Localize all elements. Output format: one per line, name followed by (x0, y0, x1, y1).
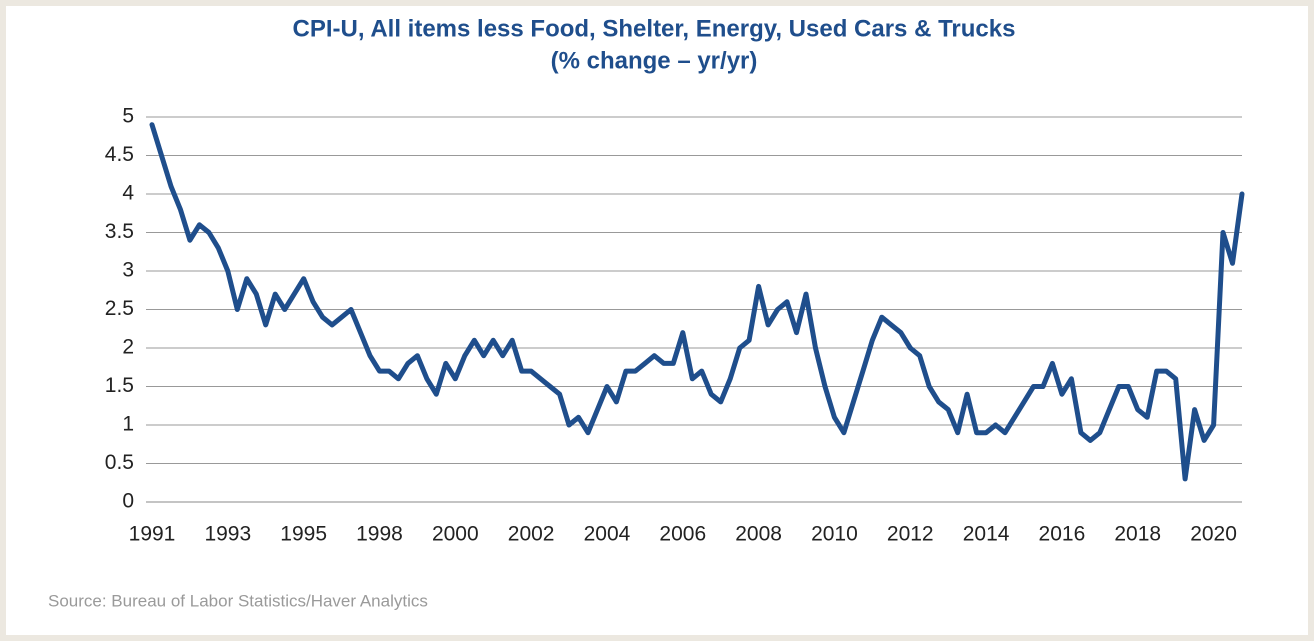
chart-title: CPI-U, All items less Food, Shelter, Ene… (293, 15, 1016, 42)
x-tick-label: 1998 (356, 523, 403, 546)
x-tick-label: 2008 (735, 523, 782, 546)
x-tick-label: 2000 (432, 523, 479, 546)
x-tick-label: 1995 (280, 523, 327, 546)
x-tick-label: 2016 (1039, 523, 1086, 546)
x-tick-label: 2002 (508, 523, 555, 546)
x-tick-label: 2018 (1114, 523, 1161, 546)
x-tick-label: 2004 (584, 523, 631, 546)
y-tick-label: 2.5 (105, 297, 134, 320)
y-tick-label: 3.5 (105, 220, 134, 243)
x-tick-label: 2020 (1190, 523, 1237, 546)
x-tick-label: 2010 (811, 523, 858, 546)
y-tick-label: 1.5 (105, 374, 134, 397)
x-tick-label: 2012 (887, 523, 934, 546)
y-tick-label: 0 (122, 490, 134, 513)
x-tick-label: 1991 (129, 523, 176, 546)
y-tick-label: 5 (122, 105, 134, 128)
y-tick-label: 3 (122, 259, 134, 282)
y-tick-label: 4.5 (105, 143, 134, 166)
data-line (149, 122, 1245, 482)
source-note: Source: Bureau of Labor Statistics/Haver… (48, 591, 428, 610)
chart-subtitle: (% change – yr/yr) (551, 47, 758, 74)
x-tick-label: 1993 (204, 523, 251, 546)
y-tick-label: 0.5 (105, 451, 134, 474)
x-tick-label: 2006 (659, 523, 706, 546)
x-tick-label: 2014 (963, 523, 1010, 546)
chart: CPI-U, All items less Food, Shelter, Ene… (48, 15, 1245, 610)
y-tick-label: 1 (122, 413, 134, 436)
y-tick-label: 4 (122, 182, 134, 205)
y-tick-label: 2 (122, 336, 134, 359)
